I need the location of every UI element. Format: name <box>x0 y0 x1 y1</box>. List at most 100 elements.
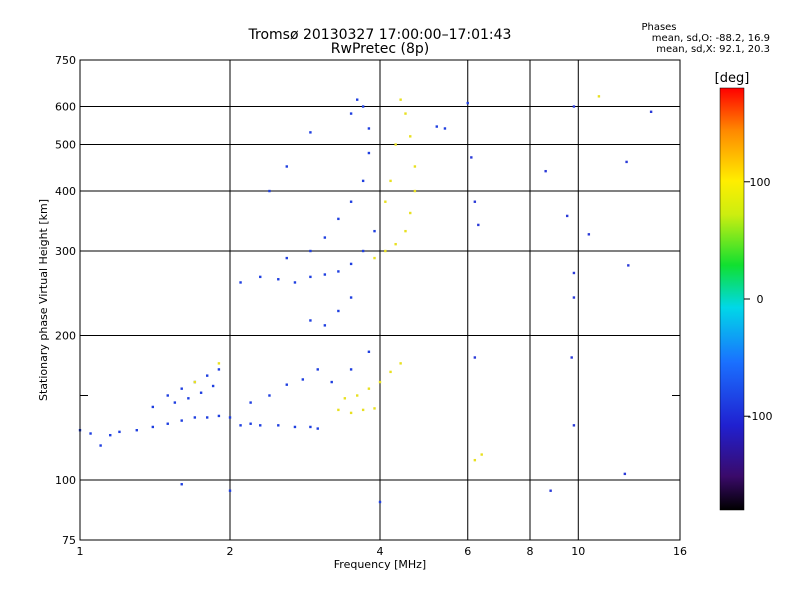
data-point-o <box>349 262 353 266</box>
data-point-o <box>180 387 183 390</box>
grid-lines <box>80 60 680 540</box>
data-point-o <box>173 401 177 404</box>
data-point-x <box>378 380 382 384</box>
data-point-x <box>409 211 412 215</box>
data-point-o <box>361 105 365 108</box>
data-points <box>78 95 653 504</box>
data-point-x <box>399 362 402 365</box>
data-point-x <box>597 95 601 98</box>
plot-frame <box>79 59 681 541</box>
data-point-o <box>361 249 365 253</box>
phase-heading: Phases <box>641 22 677 33</box>
x-tick-label: 2 <box>227 545 234 558</box>
data-point-x <box>404 229 407 233</box>
colorbar-tick-label: 0 <box>757 293 764 306</box>
data-point-x <box>343 397 347 400</box>
data-point-o <box>268 394 271 397</box>
data-point-o <box>309 275 312 279</box>
data-point-o <box>199 391 203 394</box>
data-point-o <box>151 425 155 429</box>
data-point-scatter <box>477 223 480 227</box>
data-point-x <box>367 387 371 390</box>
x-tick-label: 8 <box>527 545 534 558</box>
data-point-scatter <box>623 472 627 476</box>
data-point-o <box>239 281 242 284</box>
data-point-scatter <box>549 489 552 492</box>
data-point-scatter <box>473 200 477 203</box>
data-point-o <box>285 383 288 386</box>
data-point-o <box>361 179 365 183</box>
data-point-o <box>217 414 221 418</box>
data-point-scatter <box>649 110 653 113</box>
y-tick-label: 100 <box>55 474 76 487</box>
data-point-o <box>89 432 92 435</box>
data-point-o <box>466 101 469 105</box>
data-point-scatter <box>625 160 628 164</box>
data-point-o <box>349 296 353 299</box>
data-point-o <box>166 422 169 425</box>
data-point-x <box>337 408 340 412</box>
data-point-scatter <box>572 296 576 299</box>
data-point-o <box>180 483 183 486</box>
data-point-o <box>217 368 221 371</box>
y-tick-label: 200 <box>55 330 76 343</box>
data-point-scatter <box>470 156 473 159</box>
x-tick-label: 16 <box>673 545 687 558</box>
data-point-o <box>301 378 305 381</box>
data-point-x <box>394 242 397 246</box>
data-point-x <box>373 407 376 410</box>
data-point-o <box>166 394 169 397</box>
data-point-o <box>323 273 327 276</box>
data-point-o <box>349 112 353 115</box>
data-point-o <box>337 270 340 273</box>
data-point-o <box>367 151 371 155</box>
data-point-x <box>217 362 221 365</box>
data-point-o <box>337 309 340 313</box>
data-point-o <box>228 489 232 492</box>
data-point-o <box>378 500 382 504</box>
x-tick-label: 1 <box>77 545 84 558</box>
x-tick-label: 6 <box>464 545 471 558</box>
colorbar-tick-label: -100 <box>748 410 773 423</box>
data-point-x <box>409 135 412 138</box>
data-point-o <box>285 256 288 260</box>
data-point-o <box>309 425 312 429</box>
data-point-o <box>337 217 340 221</box>
colorbar-tick-label: 100 <box>750 176 771 189</box>
data-point-o <box>211 384 215 388</box>
chart-subtitle: RwPretec (8p) <box>330 41 430 57</box>
colorbar-label: [deg] <box>715 71 750 86</box>
data-point-o <box>309 249 312 253</box>
data-point-o <box>349 368 353 371</box>
data-point-o <box>277 424 280 427</box>
data-point-x <box>384 249 387 253</box>
data-point-o <box>99 444 102 447</box>
data-point-o <box>259 275 262 279</box>
x-tick-label: 4 <box>377 545 384 558</box>
x-axis-ticks: 1 2 4 6 8 10 16 <box>77 545 688 558</box>
y-tick-label: 500 <box>55 139 76 152</box>
y-tick-label: 400 <box>55 185 76 198</box>
data-point-o <box>355 98 359 101</box>
data-point-o <box>228 416 232 419</box>
data-point-o <box>293 281 297 284</box>
y-tick-label: 750 <box>55 54 76 67</box>
phase-o-stats: mean, sd,O: -88.2, 16.9 <box>651 33 770 44</box>
data-point-scatter <box>572 105 576 108</box>
data-point-o <box>309 131 312 134</box>
data-point-x <box>480 453 483 456</box>
data-point-x <box>361 408 365 412</box>
data-point-o <box>118 430 121 434</box>
data-point-x <box>384 200 387 203</box>
data-point-o <box>135 429 138 432</box>
y-tick-label: 600 <box>55 101 76 114</box>
y-tick-label: 300 <box>55 245 76 258</box>
data-point-scatter <box>473 356 477 359</box>
data-point-x <box>355 394 359 397</box>
data-point-o <box>435 125 438 128</box>
data-point-o <box>349 200 353 203</box>
data-point-x <box>373 256 376 260</box>
colorbar <box>719 87 745 511</box>
data-point-o <box>367 127 371 130</box>
data-point-x <box>473 458 477 462</box>
